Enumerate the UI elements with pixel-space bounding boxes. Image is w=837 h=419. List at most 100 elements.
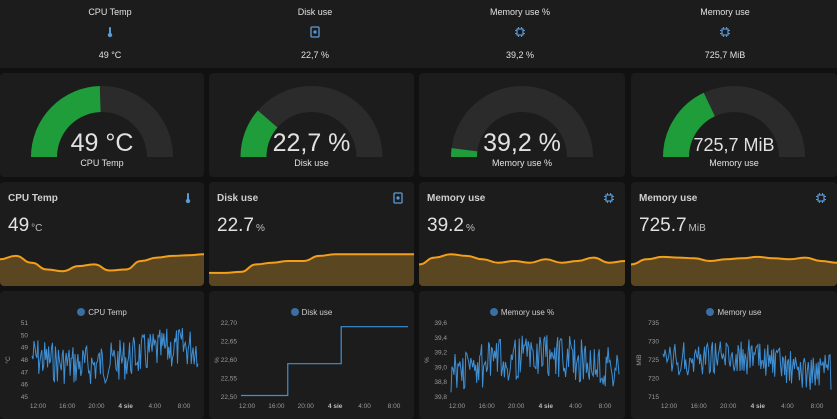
x-tick-label: 8:00	[388, 403, 401, 410]
sensor-value-number: 22.7	[217, 215, 254, 236]
x-tick-label: 4:00	[569, 403, 582, 410]
x-tick-label: 12:00	[30, 403, 47, 410]
x-tick-label: 16:00	[478, 403, 495, 410]
gauge-fill	[240, 110, 278, 158]
entity-state: 22,7 %	[300, 50, 330, 60]
entity-state: 39,2 %	[505, 50, 535, 60]
graph-legend[interactable]: Disk use	[209, 308, 414, 317]
x-tick-label: 20:00	[508, 403, 525, 410]
sensor-unit: %	[465, 223, 475, 234]
history-graph-memory-use-percent[interactable]: Memory use % % 39,6 39,4 39,2 39,0 38,8 39,8 12…	[419, 291, 625, 419]
entity-disk-use[interactable]: Disk use 22,7 %	[235, 0, 395, 68]
y-tick-label: 22,60	[221, 357, 238, 364]
y-tick-label: 39,2	[434, 350, 447, 357]
gauge-value: 49 °C	[70, 129, 134, 157]
sensor-value-number: 39.2	[427, 215, 464, 236]
y-tick-label: 725	[648, 357, 659, 364]
sensor-name: Memory use	[639, 193, 698, 204]
legend-dot	[290, 308, 299, 316]
x-tick-label: 20:00	[298, 403, 315, 410]
sensor-value: 39.2%	[427, 215, 475, 237]
x-tick-label: 4:00	[358, 403, 371, 410]
memory-chip-icon	[720, 27, 730, 37]
entity-memory-use-percent[interactable]: Memory use % 39,2 %	[440, 0, 600, 68]
entity-name: Disk use	[297, 7, 333, 17]
y-tick-label: 49	[21, 345, 29, 352]
entity-memory-use[interactable]: Memory use 725,7 MiB	[645, 0, 805, 68]
y-tick-label: 46	[21, 382, 29, 389]
gauge-card-memory-use[interactable]: 725,7 MiB Memory use	[631, 73, 837, 177]
y-axis-label: %	[424, 357, 431, 363]
gauge-card-disk-use[interactable]: 22,7 % Disk use	[209, 73, 414, 177]
y-tick-label: 50	[21, 332, 29, 339]
graph-legend[interactable]: Memory use %	[419, 308, 625, 317]
graph-legend[interactable]: Memory use	[631, 308, 837, 317]
history-graph-cpu-temp[interactable]: CPU Temp °C 51 50 49 48 47 46 45 12:00 16:00 20:00…	[0, 291, 204, 419]
sensor-card-memory-use[interactable]: Memory use 725.7 MiB	[631, 182, 837, 286]
history-graph-memory-use[interactable]: Memory use MiB 735 730 725 720 715 12:00 16:00 2…	[631, 291, 837, 419]
x-tick-label: 4 sie	[118, 403, 133, 410]
x-tick-label: 20:00	[720, 403, 737, 410]
sensor-unit: MiB	[688, 223, 706, 234]
gauge-name: Memory use	[709, 158, 759, 168]
sensor-value: 725.7 MiB	[639, 215, 706, 237]
y-axis-label: °C	[4, 356, 12, 364]
history-graph-disk-use[interactable]: Disk use % 22,70 22,65 22,60 22,55 22,50 12:00…	[209, 291, 414, 419]
gauge-arc	[31, 86, 173, 158]
y-tick-label: 47	[21, 369, 29, 376]
y-tick-label: 51	[21, 320, 29, 327]
sparkline-line	[631, 255, 837, 266]
gauge-card-memory-use-percent[interactable]: 39,2 % Memory use %	[419, 73, 625, 177]
y-tick-label: 22,55	[221, 376, 238, 383]
y-tick-label: 45	[21, 394, 29, 401]
sensor-card-memory-use-percent[interactable]: Memory use 39.2%	[419, 182, 625, 286]
entities-header-card: CPU Temp 49 °C Disk use 22,7 % Memory us…	[0, 0, 837, 68]
y-tick-label: 720	[648, 376, 659, 383]
sensor-unit: %	[255, 223, 265, 234]
sparkline	[419, 253, 625, 286]
x-tick-label: 16:00	[690, 403, 707, 410]
sensor-value-number: 725.7	[639, 215, 687, 236]
gauge-name: Memory use %	[491, 158, 553, 168]
sensor-unit: °C	[31, 223, 43, 234]
gauge-card-cpu-temp[interactable]: 49 °C CPU Temp	[0, 73, 204, 177]
entity-state: 725,7 MiB	[704, 50, 746, 60]
y-tick-label: 22,65	[221, 339, 238, 346]
sensor-name: CPU Temp	[8, 193, 58, 204]
sparkline	[0, 253, 204, 286]
y-tick-label: 39,6	[434, 320, 447, 327]
gauge-fill	[663, 92, 716, 158]
y-tick-label: 39,8	[434, 394, 447, 401]
entity-cpu-temp[interactable]: CPU Temp 49 °C	[30, 0, 190, 68]
y-tick-label: 48	[21, 357, 29, 364]
sparkline-line	[209, 253, 414, 274]
gauge-name: CPU Temp	[80, 158, 124, 168]
x-tick-label: 4 sie	[539, 403, 554, 410]
sparkline-area	[0, 254, 204, 286]
y-tick-label: 715	[648, 394, 659, 401]
sensor-card-disk-use[interactable]: Disk use 22.7%	[209, 182, 414, 286]
legend-dot	[77, 308, 86, 316]
series-line	[31, 327, 199, 385]
sparkline	[209, 253, 414, 286]
sensor-value-number: 49	[8, 215, 30, 236]
series-line	[241, 326, 408, 397]
sparkline	[631, 255, 837, 286]
harddisk-icon	[310, 26, 320, 38]
x-tick-label: 4 sie	[328, 403, 343, 410]
sensor-card-cpu-temp[interactable]: CPU Temp 49 °C	[0, 182, 204, 286]
legend-label: Memory use %	[500, 308, 555, 317]
gauge-arc	[663, 86, 805, 158]
gauge-track	[451, 86, 593, 158]
y-tick-label: 22,50	[221, 394, 238, 401]
graph-legend[interactable]: CPU Temp	[0, 308, 204, 317]
memory-chip-icon	[604, 193, 614, 203]
sparkline-line	[419, 253, 625, 266]
gauge-fill	[31, 86, 102, 158]
sensor-value: 49 °C	[8, 215, 42, 237]
y-tick-label: 735	[648, 320, 659, 327]
series-line	[450, 335, 620, 393]
legend-dot	[489, 308, 498, 316]
thermometer-icon	[185, 193, 191, 204]
